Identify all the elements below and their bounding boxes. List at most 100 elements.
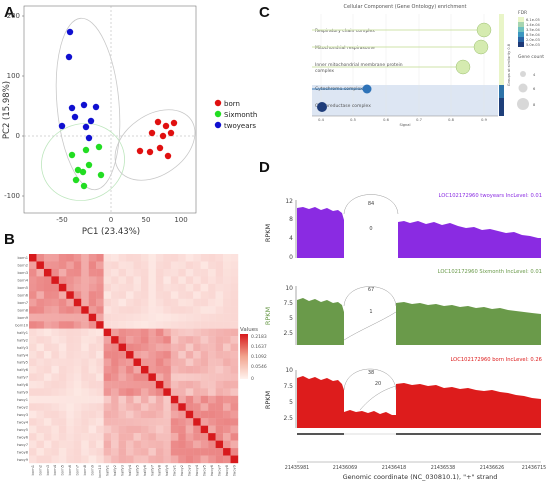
heatmap-col-label: twoy5 [203,465,207,476]
go-term-label: complex [315,68,334,74]
heatmap-cell [88,440,97,449]
heatmap-cell [43,276,52,285]
heatmap-cell [155,306,164,314]
heatmap-cell [58,313,67,322]
heatmap-cell [66,365,74,374]
heatmap-cell [51,321,60,329]
heatmap-cell [230,365,239,374]
heatmap-cell [43,380,52,389]
heatmap-cell [111,418,119,426]
heatmap-cell [208,343,216,352]
heatmap-cell [118,418,127,426]
heatmap-cell [163,343,172,352]
heatmap-row-label: twoy6 [17,435,29,439]
heatmap-cell [51,373,60,382]
heatmap-cell [163,336,172,344]
heatmap-cell [36,448,45,456]
heatmap-cell [81,336,89,344]
heatmap-cell [66,433,74,441]
heatmap-cell [223,336,231,344]
heatmap-cell [81,448,89,456]
pca-plot: 200 100 0 -100 -50 0 50 100 PC1 (23.43%)… [2,5,257,237]
heatmap-cell [193,291,201,299]
heatmap-cell [178,410,186,419]
go-point-inner-membrane [455,59,471,75]
heatmap-cell [103,418,112,426]
heatmap-cell [230,254,239,262]
heatmap-cell [170,276,179,285]
heatmap-cell [96,268,104,277]
heatmap-cell [36,254,45,262]
sashimi-track-twoyears: LOC102172960 twoyears IncLevel: 0.01 12 … [285,193,542,261]
heatmap-col-label: born6 [68,464,72,475]
sashimi-track-born: LOC102172960 born IncLevel: 0.26 10 7.5 … [283,357,542,428]
heatmap-cell [51,268,60,277]
go-term-label: Oxidoreductase complex [315,103,371,109]
heatmap-cells [29,254,239,464]
heatmap-cell [163,298,172,307]
heatmap-col-label: born3 [46,465,50,475]
heatmap-cell [185,276,194,285]
heatmap-cell [163,313,172,322]
heatmap-cell [96,298,104,307]
track-y-tick: 2.5 [283,415,293,422]
heatmap-cell [103,268,112,277]
heatmap-cell [126,433,134,441]
heatmap-cell [185,328,194,337]
heatmap-cell [111,291,119,299]
heatmap-cell [215,261,224,270]
heatmap-cell [133,395,142,404]
heatmap-cell [230,313,239,322]
heatmap-cell [193,351,201,359]
heatmap-cell [29,410,37,419]
heatmap-cell [215,254,224,262]
heatmap-cell [193,268,201,277]
heatmap-cell [230,425,239,434]
heatmap-cell [88,343,97,352]
heatmap-cell [170,425,179,434]
heatmap-row-label: born9 [18,316,29,320]
heatmap-col-label: halfy9 [165,464,169,476]
heatmap-cell [163,291,172,299]
heatmap-cell [29,291,37,299]
heatmap-cell [133,358,142,367]
heatmap-cell [193,336,201,344]
heatmap-cell [73,283,82,292]
junction-count: 0 [369,226,372,232]
heatmap-cell [96,276,104,285]
heatmap-cell [193,380,201,389]
heatmap-cell [73,351,82,359]
heatmap-col-label: twoy3 [188,465,192,476]
heatmap-cell [73,403,82,411]
heatmap-cell [170,306,179,314]
heatmap-cell [178,336,186,344]
heatmap-cell [148,365,157,374]
go-term-label: Inner mitochondrial membrane protein [315,62,403,68]
heatmap-cell [96,313,104,322]
heatmap-cell [215,336,224,344]
heatmap-cell [215,358,224,367]
heatmap-cell [170,440,179,449]
heatmap-cell [193,254,201,262]
track-y-tick: 0 [289,254,293,261]
heatmap-cell [118,395,127,404]
heatmap-cell [29,298,37,307]
heatmap-cell [223,403,231,411]
heatmap-cell [103,254,112,262]
heatmap-cell [140,455,149,464]
heatmap-cell [66,373,74,382]
heatmap-cell [81,306,89,314]
heatmap-cell [133,283,142,292]
heatmap-cell [73,313,82,322]
heatmap-cell [170,291,179,299]
heatmap-cell [73,425,82,434]
heatmap-cell [155,418,164,426]
heatmap-cell [178,365,186,374]
heatmap-cell [103,298,112,307]
track-y-tick: 4 [289,235,293,242]
heatmap-cell [133,298,142,307]
heatmap-cell [170,448,179,456]
heatmap-col-label: born10 [98,464,102,477]
heatmap-cell [103,380,112,389]
heatmap-row-label: twoy2 [17,406,28,410]
